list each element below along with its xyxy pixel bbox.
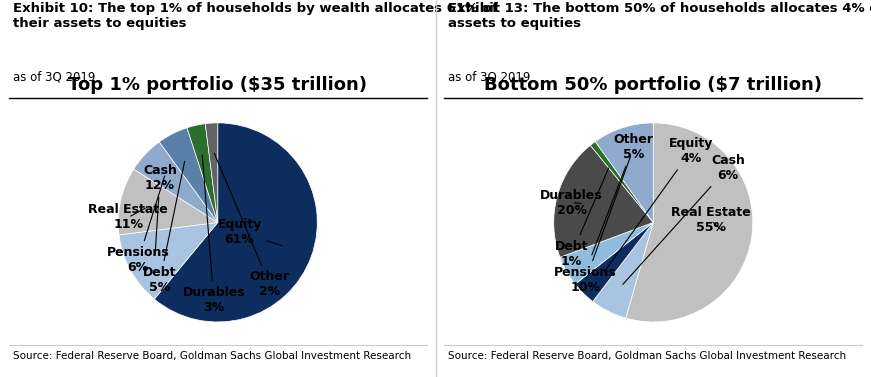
Text: Cash
12%: Cash 12% — [143, 164, 177, 254]
Wedge shape — [560, 222, 653, 284]
Wedge shape — [591, 141, 653, 222]
Wedge shape — [187, 124, 218, 222]
Wedge shape — [134, 142, 218, 222]
Text: Equity
4%: Equity 4% — [604, 137, 713, 271]
Title: Bottom 50% portfolio ($7 trillion): Bottom 50% portfolio ($7 trillion) — [484, 76, 822, 94]
Title: Top 1% portfolio ($35 trillion): Top 1% portfolio ($35 trillion) — [68, 76, 368, 94]
Text: Debt
5%: Debt 5% — [143, 161, 185, 294]
Text: Source: Federal Reserve Board, Goldman Sachs Global Investment Research: Source: Federal Reserve Board, Goldman S… — [449, 351, 847, 362]
Text: Source: Federal Reserve Board, Goldman Sachs Global Investment Research: Source: Federal Reserve Board, Goldman S… — [13, 351, 411, 362]
Wedge shape — [118, 169, 218, 235]
Text: Other
5%: Other 5% — [591, 133, 653, 255]
Text: Pensions
10%: Pensions 10% — [554, 157, 631, 294]
Text: Equity
61%: Equity 61% — [218, 218, 282, 247]
Wedge shape — [593, 222, 653, 318]
Text: Pensions
6%: Pensions 6% — [107, 176, 170, 274]
Wedge shape — [206, 123, 218, 222]
Text: Durables
3%: Durables 3% — [182, 155, 245, 314]
Wedge shape — [159, 128, 218, 222]
Wedge shape — [595, 123, 653, 222]
Wedge shape — [575, 222, 653, 302]
Text: Real Estate
55%: Real Estate 55% — [671, 207, 751, 234]
Text: Exhibit 10: The top 1% of households by wealth allocates 61% of
their assets to : Exhibit 10: The top 1% of households by … — [13, 2, 497, 30]
Text: Cash
6%: Cash 6% — [623, 154, 745, 284]
Text: Other
2%: Other 2% — [214, 153, 289, 298]
Text: Exhibit 13: The bottom 50% of households allocates 4% of their
assets to equitie: Exhibit 13: The bottom 50% of households… — [449, 2, 871, 30]
Text: Durables
20%: Durables 20% — [540, 188, 603, 216]
Wedge shape — [154, 123, 317, 322]
Text: Real Estate
11%: Real Estate 11% — [88, 204, 168, 231]
Wedge shape — [625, 123, 753, 322]
Wedge shape — [119, 222, 218, 299]
Text: Debt
1%: Debt 1% — [555, 168, 609, 268]
Wedge shape — [554, 145, 653, 257]
Text: as of 3Q 2019: as of 3Q 2019 — [449, 70, 530, 84]
Text: as of 3Q 2019: as of 3Q 2019 — [13, 70, 95, 84]
